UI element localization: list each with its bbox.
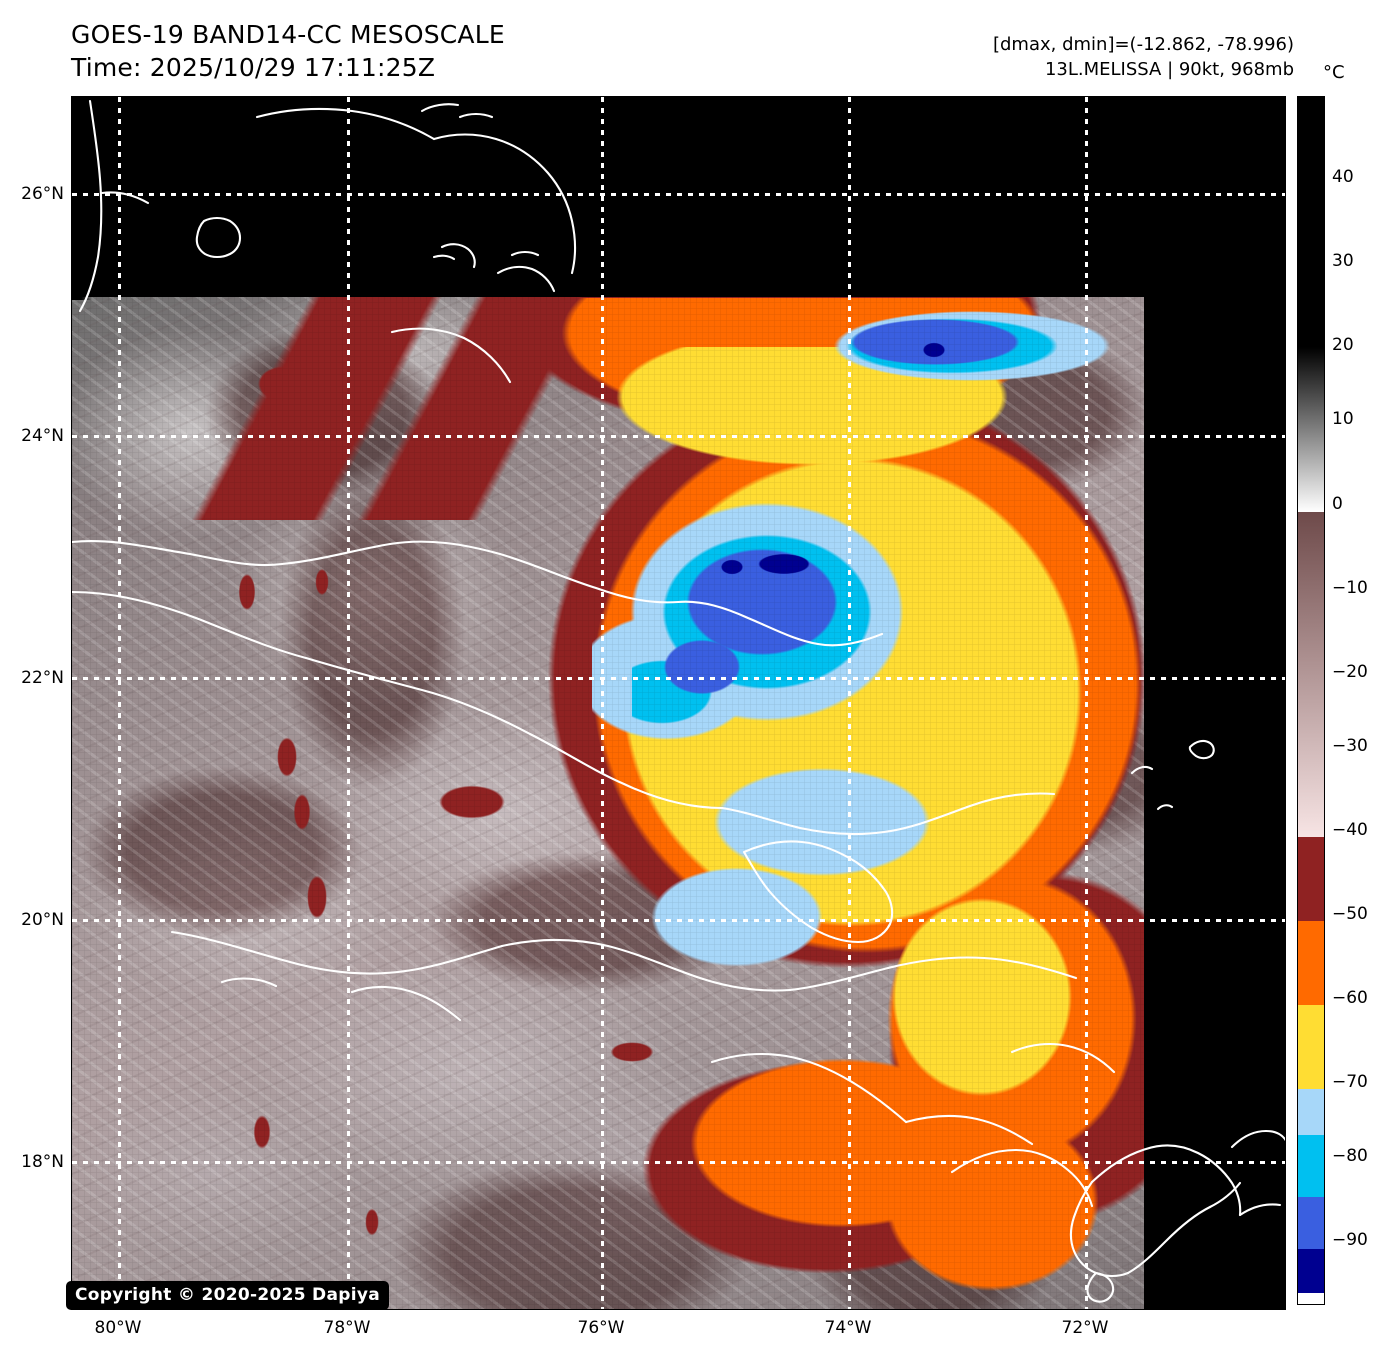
gridline-lat-20 <box>72 919 1285 922</box>
lon-label-80w: 80°W <box>94 1318 142 1338</box>
cbar-seg-cyan <box>1298 1135 1324 1197</box>
copyright-banner: Copyright © 2020-2025 Dapiya <box>66 1281 389 1310</box>
lon-label-72w: 72°W <box>1061 1318 1109 1338</box>
cbar-tick-m40: −40 <box>1332 820 1368 840</box>
header-metadata: [dmax, dmin]=(-12.862, -78.996) 13L.MELI… <box>993 32 1294 82</box>
gridline-lat-22 <box>72 677 1285 680</box>
lon-label-76w: 76°W <box>577 1318 625 1338</box>
cbar-seg-blue <box>1298 1197 1324 1249</box>
gridline-lon-78 <box>347 97 350 1309</box>
cbar-tick-0: 0 <box>1332 494 1343 514</box>
cbar-tick-m70: −70 <box>1332 1072 1368 1092</box>
cbar-tick-30: 30 <box>1332 251 1354 271</box>
cbar-tick-m20: −20 <box>1332 662 1368 682</box>
satellite-raster <box>72 292 1144 1309</box>
lat-label-26n: 26°N <box>21 184 64 204</box>
cbar-seg-gray-ramp <box>1298 347 1324 512</box>
cbar-seg-yellow <box>1298 1005 1324 1089</box>
gridline-lon-76 <box>601 97 604 1309</box>
scan-edge-top-left <box>72 97 1148 297</box>
pixel-texture-overlay <box>72 292 1144 1309</box>
cbar-tick-m30: −30 <box>1332 736 1368 756</box>
colorbar-units-label: °C <box>1323 62 1345 83</box>
colorbar[interactable] <box>1297 96 1325 1305</box>
lat-label-24n: 24°N <box>21 426 64 446</box>
cbar-tick-10: 10 <box>1332 409 1354 429</box>
cbar-seg-brown-ramp <box>1298 512 1324 837</box>
lat-label-18n: 18°N <box>21 1152 64 1172</box>
title-line-1: GOES-19 BAND14-CC MESOSCALE <box>71 20 505 49</box>
lat-label-20n: 20°N <box>21 910 64 930</box>
dmax-dmin-readout: [dmax, dmin]=(-12.862, -78.996) <box>992 34 1294 55</box>
cbar-tick-m90: −90 <box>1332 1230 1368 1250</box>
gridline-lon-72 <box>1085 97 1088 1309</box>
lon-label-74w: 74°W <box>824 1318 872 1338</box>
cbar-seg-lightblue <box>1298 1089 1324 1135</box>
cbar-seg-darkred <box>1298 837 1324 921</box>
cbar-tick-20: 20 <box>1332 335 1354 355</box>
lon-label-78w: 78°W <box>323 1318 371 1338</box>
cbar-tick-m80: −80 <box>1332 1146 1368 1166</box>
gridline-lat-18 <box>72 1161 1285 1164</box>
coastline-overlay-offswath <box>78 99 1285 1303</box>
title-line-2: Time: 2025/10/29 17:11:25Z <box>71 53 436 82</box>
page-title: GOES-19 BAND14-CC MESOSCALE Time: 2025/1… <box>71 18 505 84</box>
lat-label-22n: 22°N <box>21 668 64 688</box>
gridline-lon-74 <box>848 97 851 1309</box>
cbar-tick-m10: −10 <box>1332 578 1368 598</box>
cbar-tick-m60: −60 <box>1332 988 1368 1008</box>
satellite-image-plot[interactable] <box>71 96 1286 1310</box>
scan-edge-right <box>1144 97 1285 1309</box>
gridline-lat-26 <box>72 193 1285 196</box>
scan-edge-top-left-bevel <box>72 292 1148 300</box>
plot-clip <box>72 97 1285 1309</box>
cbar-tick-m50: −50 <box>1332 904 1368 924</box>
gridline-lat-24 <box>72 435 1285 438</box>
storm-readout: 13L.MELISSA | 90kt, 968mb <box>1044 59 1294 80</box>
cbar-seg-orange <box>1298 921 1324 1005</box>
cbar-tick-40: 40 <box>1332 167 1354 187</box>
scattered-convective-cells <box>72 292 1144 1309</box>
gridline-lon-80 <box>118 97 121 1309</box>
cbar-seg-white <box>1298 1293 1324 1304</box>
cbar-seg-black <box>1298 97 1324 347</box>
cbar-seg-navy <box>1298 1249 1324 1293</box>
